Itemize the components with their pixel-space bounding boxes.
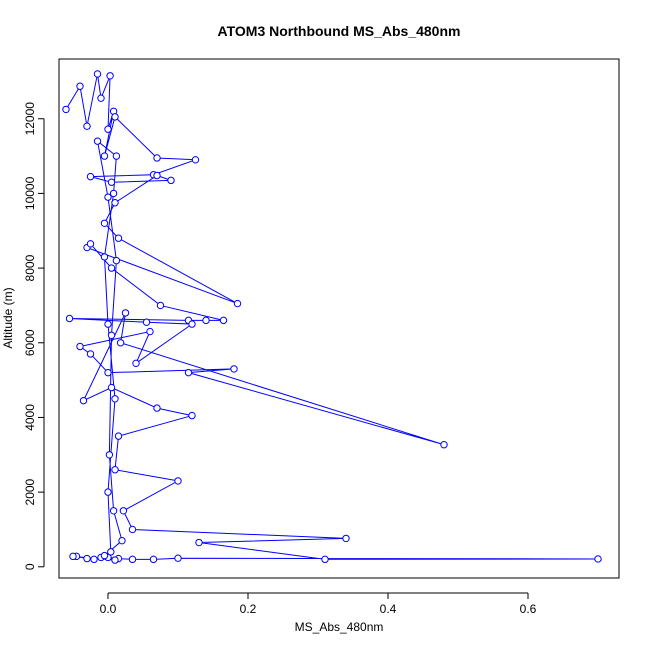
- data-point: [76, 82, 84, 90]
- data-point: [219, 316, 228, 325]
- data-point: [111, 113, 119, 121]
- data-point: [107, 264, 116, 272]
- data-point: [149, 555, 158, 564]
- data-point: [128, 525, 137, 534]
- y-tick-label: 10000: [23, 176, 37, 210]
- data-point: [79, 396, 88, 405]
- data-point: [104, 488, 112, 496]
- data-point: [111, 395, 119, 403]
- x-axis: 0.0 0.2 0.4 0.6: [100, 592, 537, 616]
- data-point: [107, 548, 115, 556]
- data-point: [90, 555, 98, 564]
- y-tick-label: 4000: [23, 404, 37, 431]
- data-point: [109, 507, 118, 515]
- data-point: [100, 551, 109, 560]
- data-point: [112, 256, 121, 265]
- data-point: [104, 125, 112, 133]
- data-point: [100, 152, 109, 160]
- y-tick-label: 0: [23, 563, 37, 570]
- data-point: [107, 383, 116, 392]
- data-point: [167, 176, 175, 185]
- data-point: [111, 199, 119, 207]
- data-point: [191, 156, 200, 164]
- data-point: [174, 554, 182, 562]
- data-point: [109, 189, 118, 198]
- data-point: [230, 365, 238, 373]
- data-point: [65, 314, 74, 323]
- data-point: [146, 327, 154, 336]
- data-point: [97, 94, 105, 102]
- data-point: [142, 318, 151, 326]
- data-point: [104, 368, 112, 377]
- data-point: [174, 477, 182, 485]
- data-point: [114, 234, 123, 242]
- data-point: [100, 219, 109, 227]
- y-tick-label: 8000: [23, 254, 37, 281]
- data-point: [119, 507, 128, 515]
- data-point: [105, 451, 114, 459]
- data-point: [195, 538, 203, 547]
- data-point: [188, 320, 196, 328]
- data-point: [83, 554, 91, 563]
- data-point: [111, 466, 119, 474]
- data-point: [69, 552, 77, 561]
- y-axis: 0 2000 4000 6000 8000 10000 12000: [23, 102, 45, 570]
- data-point: [156, 301, 165, 310]
- data-point: [202, 316, 210, 325]
- data-point: [111, 556, 119, 564]
- x-tick-label: 0.6: [520, 602, 537, 616]
- series-line: [65, 73, 599, 561]
- y-axis-label: Altitude (m): [1, 287, 15, 348]
- x-axis-label: MS_Abs_480nm: [295, 620, 384, 634]
- data-point: [83, 122, 91, 130]
- data-point: [342, 534, 350, 543]
- data-point: [594, 555, 602, 563]
- chart-title: ATOM3 Northbound MS_Abs_480nm: [218, 23, 461, 39]
- y-tick-label: 12000: [23, 102, 37, 136]
- data-point: [107, 178, 116, 186]
- data-point: [153, 171, 161, 180]
- data-point: [116, 339, 125, 347]
- data-point: [107, 331, 116, 339]
- data-point: [112, 152, 121, 160]
- data-point: [440, 441, 448, 449]
- data-point: [114, 432, 123, 440]
- data-point: [128, 555, 137, 564]
- data-point: [100, 253, 109, 261]
- data-point: [153, 154, 161, 162]
- data-point: [86, 172, 95, 181]
- y-tick-label: 6000: [23, 329, 37, 356]
- data-point: [104, 320, 112, 328]
- x-tick-label: 0.0: [100, 602, 117, 616]
- data-point: [86, 350, 95, 358]
- data-point: [93, 70, 102, 78]
- data-point: [233, 299, 242, 308]
- data-point: [86, 240, 95, 248]
- data-point: [153, 404, 161, 412]
- data-point: [121, 309, 130, 317]
- series-layer: [62, 70, 602, 564]
- data-point: [321, 555, 329, 564]
- data-point: [62, 105, 70, 114]
- data-point: [104, 193, 112, 201]
- data-point: [106, 72, 114, 80]
- data-point: [132, 359, 140, 368]
- x-tick-label: 0.4: [380, 602, 397, 616]
- data-point: [118, 536, 126, 545]
- data-point: [93, 137, 102, 145]
- plot-area-border: [58, 58, 620, 579]
- x-tick-label: 0.2: [240, 602, 257, 616]
- data-point: [188, 411, 196, 420]
- data-point: [184, 368, 193, 377]
- data-point: [76, 342, 84, 351]
- y-tick-label: 2000: [23, 478, 37, 505]
